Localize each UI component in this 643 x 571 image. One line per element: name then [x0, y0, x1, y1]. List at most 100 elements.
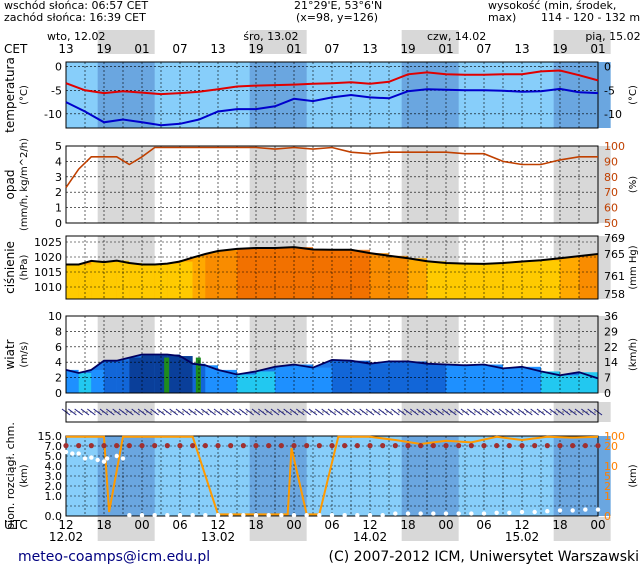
bottom-date-label: 15.02 [505, 530, 539, 544]
wind-column [237, 374, 256, 393]
wind-column [142, 354, 155, 393]
grid-position-text: (x=98, y=126) [296, 11, 379, 24]
wind-direction-arrow [93, 408, 102, 416]
bottom-hour-label: 18 [400, 518, 415, 532]
temperature-left-tick: 0 [55, 61, 62, 74]
temperature-axis-title: temperatura [3, 57, 17, 133]
visibility-dot [583, 507, 588, 512]
visibility-dot [291, 513, 297, 518]
pressure-right-tick: 765 [604, 248, 625, 261]
wind-column [446, 364, 465, 393]
pressure-column [205, 254, 218, 299]
bottom-date-label: 14.02 [353, 530, 387, 544]
wind-column [541, 371, 560, 393]
top-day-label: pią, 15.02 [585, 30, 640, 43]
cloud-cover-line [66, 435, 599, 516]
wind-column [370, 363, 389, 393]
wind-unit-left: (m/s) [19, 341, 30, 367]
wind-direction-arrow [346, 408, 356, 416]
cloud-base-dot [557, 443, 563, 449]
wind-left-tick: 4 [55, 356, 62, 369]
pressure-line [66, 246, 599, 266]
cloud-base-dot [570, 443, 576, 449]
pressure-unit-right: (mm Hg) [628, 245, 639, 289]
wind-right-tick: 22 [604, 341, 618, 354]
wind-column [389, 361, 408, 393]
wind-direction-arrow [587, 408, 596, 416]
visibility-dot [393, 511, 398, 516]
visibility-dot [317, 513, 322, 518]
wind-direction-arrow [156, 408, 166, 416]
wind-direction-arrow [467, 408, 476, 416]
wind-direction-arrow [220, 408, 229, 416]
wind-direction-arrow [372, 408, 381, 416]
cloud-base-dot [190, 443, 196, 449]
cloud-base-dot [443, 443, 449, 449]
cloud-base-dot [139, 443, 145, 449]
wind-direction-arrow [144, 408, 153, 416]
top-hour-label: 01 [286, 42, 301, 56]
wind-direction-arrow [543, 408, 552, 416]
cloud-base-dot [506, 443, 512, 449]
wind-direction-arrow [188, 408, 197, 416]
cloud-base-dot [266, 443, 272, 449]
wind-direction-arrow [321, 408, 330, 416]
cloud-right-tick: 2 [604, 480, 611, 493]
top-timezone-label: CET [4, 42, 28, 56]
cloud-left-tick: 2.0 [45, 480, 63, 493]
pressure-left-tick: 1020 [34, 251, 62, 264]
wind-gust-bar [195, 357, 201, 393]
cloud-base-dot [430, 443, 436, 449]
bottom-hour-label: 06 [324, 518, 339, 532]
cloud-base-dot [481, 443, 487, 449]
top-hour-label: 19 [248, 42, 263, 56]
wind-direction-arrow [486, 408, 495, 416]
wind-direction-arrow [397, 408, 406, 416]
wind-direction-arrow [270, 408, 280, 416]
precipitation-left-tick: 2 [55, 186, 62, 199]
pressure-column [465, 263, 484, 299]
precipitation-left-tick: 4 [55, 155, 62, 168]
visibility-dot [329, 513, 335, 518]
top-hour-label: 01 [590, 42, 605, 56]
wind-direction-arrow [131, 408, 140, 416]
visibility-dot [241, 513, 246, 518]
visibility-dot [342, 513, 347, 518]
wind-column [180, 356, 193, 393]
visibility-dot [557, 508, 563, 513]
cloud-base-dot [152, 443, 158, 449]
cloud-base-dot [329, 443, 335, 449]
bottom-hour-label: 18 [96, 518, 111, 532]
cloud-left-tick: 7.0 [45, 440, 63, 453]
temperature-right-tick: 0 [604, 61, 611, 74]
top-hour-label: 07 [324, 42, 339, 56]
bottom-hour-label: 18 [248, 518, 263, 532]
wind-direction-arrow [492, 408, 501, 416]
visibility-dot [507, 510, 512, 515]
precipitation-right-tick: 80 [604, 171, 618, 184]
wind-right-tick: 14 [604, 356, 618, 369]
pressure-column [142, 264, 155, 299]
wind-direction-arrow [315, 408, 324, 416]
wind-direction-arrow [302, 408, 311, 416]
bottom-hour-label: 00 [590, 518, 605, 532]
wind-direction-arrow [194, 408, 204, 416]
wind-column [408, 361, 427, 393]
wind-column [332, 359, 351, 393]
wind-direction-arrow [239, 408, 248, 416]
cloud-base-dot [76, 443, 82, 449]
bottom-timezone-label: UTC [4, 518, 28, 532]
wind-direction-arrow [87, 408, 96, 416]
top-day-label: śro, 13.02 [243, 30, 298, 43]
cloud-base-dot [63, 443, 69, 449]
wind-direction-arrow [562, 408, 571, 416]
precipitation-left-tick: 0 [55, 217, 62, 230]
top-hour-label: 19 [552, 42, 567, 56]
bottom-hour-label: 12 [210, 518, 225, 532]
temp-max-line [65, 69, 599, 96]
cloud-left-tick: 5.0 [45, 450, 63, 463]
wind-column [91, 369, 104, 393]
wind-direction-arrow [150, 408, 159, 416]
wind-direction-arrow [125, 408, 134, 416]
contact-email[interactable]: meteo-coamps@icm.edu.pl [18, 549, 211, 565]
